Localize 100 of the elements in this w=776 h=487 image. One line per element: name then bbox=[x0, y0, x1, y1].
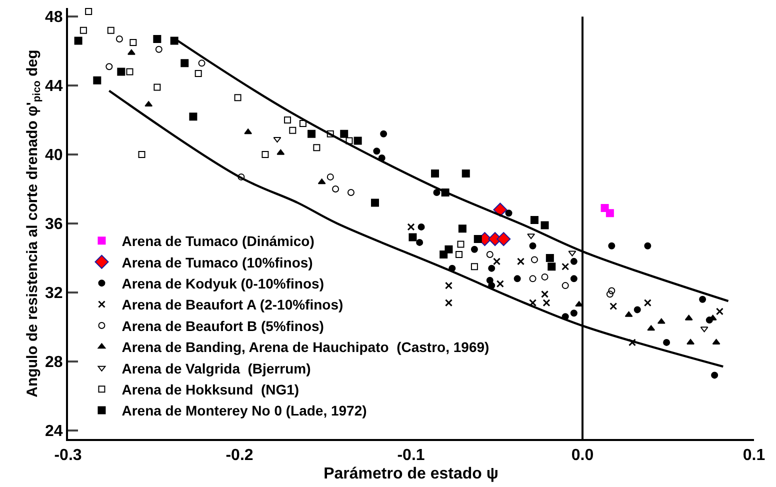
point bbox=[126, 68, 134, 76]
point bbox=[541, 273, 548, 280]
legend-label: Arena de Tumaco (10%finos) bbox=[122, 254, 313, 270]
point bbox=[493, 202, 508, 217]
point bbox=[117, 68, 126, 76]
legend-label: Arena de Beaufort A (2-10%finos) bbox=[122, 296, 344, 313]
point bbox=[299, 120, 306, 128]
point bbox=[529, 299, 537, 307]
point bbox=[456, 251, 463, 258]
point bbox=[408, 233, 417, 242]
point bbox=[326, 173, 334, 180]
point bbox=[514, 275, 521, 282]
point bbox=[716, 308, 724, 316]
point bbox=[542, 299, 550, 307]
point bbox=[505, 210, 512, 217]
point bbox=[416, 238, 424, 246]
point bbox=[488, 264, 496, 272]
x-tick-label: 0.1 bbox=[742, 447, 766, 464]
point bbox=[530, 216, 538, 224]
y-tick-label: 32 bbox=[45, 285, 63, 302]
point bbox=[657, 318, 666, 324]
point bbox=[606, 290, 614, 298]
point bbox=[540, 221, 549, 230]
point bbox=[606, 209, 614, 218]
point bbox=[116, 36, 123, 43]
point bbox=[634, 306, 641, 314]
x-tick-label: -0.2 bbox=[226, 447, 254, 464]
point bbox=[444, 282, 452, 290]
y-tick-label: 48 bbox=[45, 9, 63, 26]
point bbox=[234, 94, 242, 102]
point bbox=[548, 262, 556, 271]
x-tick-label: -0.3 bbox=[54, 447, 82, 464]
point bbox=[340, 130, 348, 138]
x-tick-label: -0.1 bbox=[397, 447, 425, 464]
point bbox=[153, 35, 162, 44]
point bbox=[346, 137, 353, 144]
point bbox=[568, 250, 576, 256]
point bbox=[144, 101, 153, 107]
point bbox=[194, 70, 202, 78]
point bbox=[154, 84, 161, 91]
point bbox=[610, 302, 618, 310]
point bbox=[486, 251, 494, 258]
point bbox=[273, 137, 282, 143]
y-tick-label: 24 bbox=[45, 422, 63, 440]
point bbox=[457, 240, 464, 248]
point bbox=[700, 326, 708, 332]
point bbox=[433, 188, 440, 196]
point bbox=[93, 76, 102, 84]
point bbox=[380, 130, 388, 138]
point bbox=[106, 63, 113, 70]
x-tick-label: 0.0 bbox=[571, 447, 594, 464]
point bbox=[370, 198, 379, 207]
point bbox=[644, 299, 652, 307]
y-tick-label: 28 bbox=[45, 354, 63, 372]
point bbox=[127, 49, 136, 55]
x-axis-title: Parámetro de estado ψ bbox=[324, 465, 498, 482]
point bbox=[244, 128, 252, 134]
point bbox=[347, 188, 354, 196]
point bbox=[85, 8, 92, 15]
point bbox=[276, 149, 285, 155]
point bbox=[470, 263, 478, 270]
point bbox=[663, 338, 670, 346]
point bbox=[318, 178, 326, 184]
point bbox=[570, 310, 578, 317]
point bbox=[418, 223, 425, 230]
point bbox=[474, 235, 482, 244]
point bbox=[74, 36, 82, 45]
point bbox=[326, 130, 334, 138]
point bbox=[711, 372, 718, 379]
point bbox=[712, 338, 720, 344]
point bbox=[138, 151, 146, 158]
point bbox=[496, 280, 504, 288]
point bbox=[262, 151, 269, 158]
point bbox=[684, 314, 693, 320]
point bbox=[462, 170, 470, 178]
point bbox=[699, 296, 706, 303]
point bbox=[496, 232, 511, 246]
legend-label: Arena de Valgrida (Bjerrum) bbox=[122, 360, 311, 376]
y-tick-label: 40 bbox=[45, 147, 63, 164]
point bbox=[284, 116, 292, 124]
point bbox=[529, 242, 536, 250]
point bbox=[80, 26, 87, 34]
point bbox=[608, 242, 616, 250]
point bbox=[440, 250, 448, 259]
point bbox=[562, 262, 570, 270]
point bbox=[130, 38, 137, 46]
point bbox=[608, 287, 616, 294]
point bbox=[628, 338, 636, 346]
legend-label: Arena de Banding, Arena de Hauchipato (Castro, 1969) bbox=[122, 339, 490, 356]
point bbox=[289, 126, 296, 134]
point bbox=[529, 275, 536, 282]
point bbox=[470, 246, 478, 253]
point bbox=[530, 256, 538, 264]
point bbox=[517, 258, 525, 266]
point bbox=[686, 338, 694, 344]
point bbox=[308, 130, 316, 138]
y-tick-label: 44 bbox=[45, 78, 63, 96]
point bbox=[354, 136, 362, 145]
point bbox=[332, 186, 340, 193]
point bbox=[313, 144, 320, 152]
